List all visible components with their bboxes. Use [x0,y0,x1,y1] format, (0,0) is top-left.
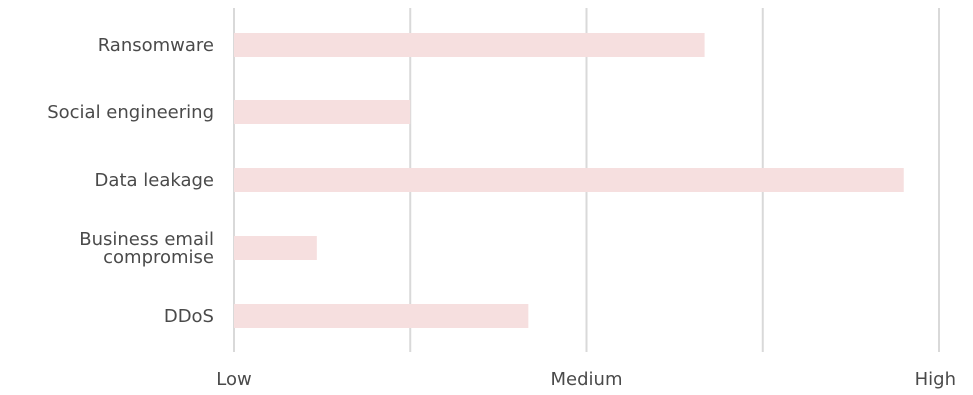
bar-1 [234,100,411,124]
category-label-line: compromise [103,247,214,268]
category-labels: Ransomware Social engineering Data leakage… [47,35,214,327]
category-label-line: Social engineering [47,102,214,123]
category-label-4: DDoS [164,306,214,327]
x-axis-tick-labels: Low Medium High [216,369,956,390]
bar-0 [234,33,705,57]
category-label-1: Social engineering [47,102,214,123]
bar-3 [234,236,317,260]
category-label-line: Data leakage [95,170,214,191]
category-label-line: Ransomware [98,35,214,56]
category-label-line: DDoS [164,306,214,327]
category-label-0: Ransomware [98,35,214,56]
category-label-line: Business email [79,229,214,250]
category-label-3: Business email compromise [79,229,214,268]
bars [234,33,904,328]
x-tick-label-4: High [915,369,956,390]
x-tick-label-0: Low [216,369,251,390]
bar-2 [234,168,904,192]
category-label-2: Data leakage [95,170,214,191]
bar-4 [234,304,529,328]
x-tick-label-2: Medium [551,369,623,390]
